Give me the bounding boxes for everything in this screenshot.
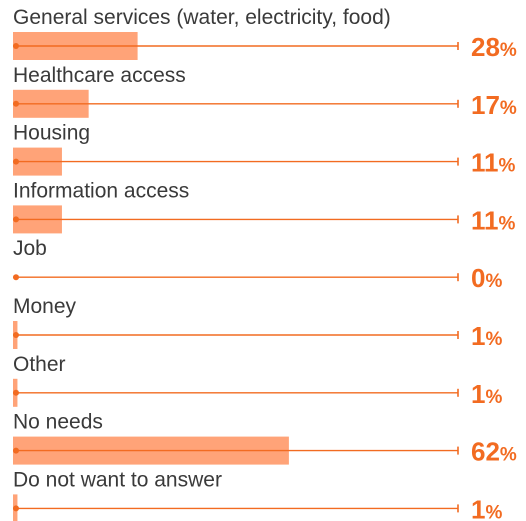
value-suffix: % [500, 40, 517, 61]
bar-row: Other 1% [13, 353, 502, 409]
bar-row: Housing 11% [13, 122, 516, 178]
category-label: Housing [13, 122, 90, 145]
value-suffix: % [485, 387, 502, 408]
value-suffix: % [500, 98, 517, 119]
bar-row: Information access 11% [13, 179, 516, 235]
bar-start-dot [13, 216, 19, 223]
value-suffix: % [485, 329, 502, 350]
category-label: Job [13, 237, 47, 260]
bar-row: Money 1% [13, 295, 502, 351]
bar-row: Do not want to answer 1% [13, 468, 502, 521]
value-suffix: % [500, 445, 517, 466]
value-label: 62% [471, 437, 517, 467]
category-label: Money [13, 295, 77, 318]
value-number: 28 [471, 32, 500, 62]
value-label: 0% [471, 263, 502, 293]
category-label: No needs [13, 411, 103, 434]
value-label: 17% [471, 90, 517, 120]
value-label: 1% [471, 379, 502, 409]
bar-row: Healthcare access 17% [13, 64, 517, 120]
value-number: 17 [471, 90, 500, 120]
category-label: General services (water, electricity, fo… [13, 6, 391, 29]
value-suffix: % [499, 156, 516, 177]
category-label: Other [13, 353, 66, 376]
value-number: 1 [471, 494, 485, 521]
category-label: Do not want to answer [13, 468, 222, 491]
value-number: 1 [471, 379, 485, 409]
bar-start-dot [13, 505, 19, 512]
value-label: 28% [471, 32, 517, 62]
bar-row: Job 0% [13, 237, 502, 293]
value-suffix: % [485, 502, 502, 521]
bar-start-dot [13, 389, 19, 396]
value-number: 11 [471, 205, 499, 235]
value-suffix: % [499, 213, 516, 234]
bar-start-dot [13, 332, 19, 338]
value-label: 11% [471, 205, 516, 235]
bar-start-dot [13, 43, 19, 49]
bar-start-dot [13, 447, 19, 454]
value-number: 11 [471, 148, 499, 178]
value-label: 11% [471, 148, 516, 178]
bar-row: No needs 62% [13, 411, 517, 467]
value-number: 0 [471, 263, 485, 293]
bar-start-dot [13, 274, 19, 281]
value-suffix: % [485, 271, 502, 292]
value-label: 1% [471, 321, 502, 351]
value-number: 62 [471, 437, 500, 467]
bar-row: General services (water, electricity, fo… [13, 6, 517, 62]
category-label: Healthcare access [13, 64, 186, 87]
value-number: 1 [471, 321, 485, 351]
category-label: Information access [13, 179, 189, 202]
value-label: 1% [471, 494, 502, 521]
bar-start-dot [13, 158, 19, 165]
bar-start-dot [13, 100, 19, 107]
